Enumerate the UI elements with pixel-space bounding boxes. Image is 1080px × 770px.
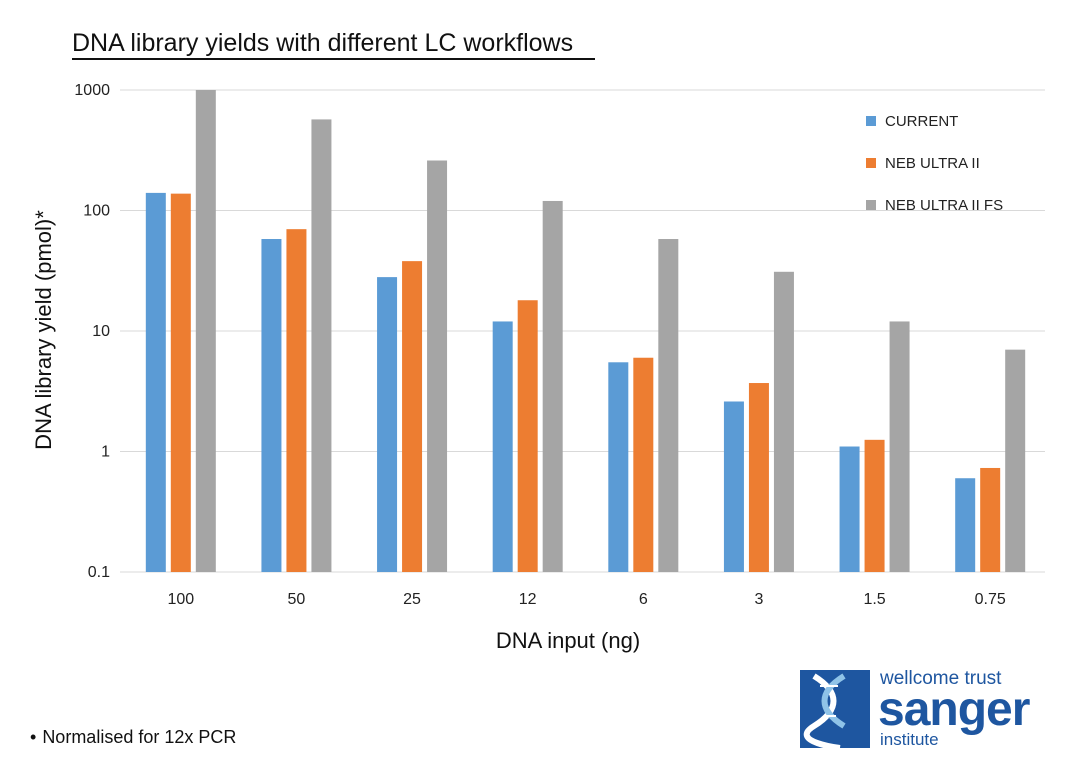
- legend-swatch: [866, 200, 876, 210]
- bar-neb-ultra-ii: [864, 439, 885, 572]
- bar-current: [145, 192, 166, 572]
- y-tick-label: 0.1: [88, 564, 110, 581]
- bar-neb-ultra-ii-fs: [889, 321, 910, 572]
- footnote: • Normalised for 12x PCR: [30, 727, 236, 748]
- y-tick-label: 1: [101, 444, 110, 461]
- x-tick-label: 6: [639, 591, 648, 608]
- footnote-bullet: •: [30, 727, 37, 747]
- legend-item-current: CURRENT: [866, 100, 1003, 142]
- bar-neb-ultra-ii-fs: [195, 90, 216, 572]
- dna-helix-logo-icon: [800, 670, 870, 751]
- legend-item-neb-ultra-ii: NEB ULTRA II: [866, 142, 1003, 184]
- bar-neb-ultra-ii: [980, 467, 1001, 572]
- legend-swatch: [866, 116, 876, 126]
- legend-label: CURRENT: [885, 112, 959, 130]
- bar-neb-ultra-ii-fs: [658, 239, 679, 572]
- bar-current: [723, 401, 744, 572]
- legend-swatch: [866, 158, 876, 168]
- x-tick-label: 3: [754, 591, 763, 608]
- bar-neb-ultra-ii: [170, 193, 191, 572]
- x-axis-label: DNA input (ng): [495, 628, 641, 653]
- chart-title: DNA library yields with different LC wor…: [72, 28, 596, 60]
- legend: CURRENT NEB ULTRA II NEB ULTRA II FS: [866, 100, 1003, 226]
- logo-text-sanger: sanger: [878, 683, 1030, 736]
- y-tick-label: 100: [83, 203, 110, 220]
- y-axis-label: DNA library yield (pmol)*: [31, 210, 56, 450]
- bar-current: [377, 277, 398, 572]
- bar-current: [955, 478, 976, 572]
- bar-neb-ultra-ii-fs: [542, 200, 563, 572]
- legend-label: NEB ULTRA II: [885, 154, 980, 172]
- y-tick-label: 10: [92, 323, 110, 340]
- x-tick-label: 1.5: [863, 591, 885, 608]
- x-tick-label: 12: [519, 591, 537, 608]
- bar-neb-ultra-ii: [286, 229, 307, 572]
- bar-neb-ultra-ii-fs: [427, 160, 448, 572]
- legend-item-neb-ultra-ii-fs: NEB ULTRA II FS: [866, 184, 1003, 226]
- bar-neb-ultra-ii-fs: [773, 271, 794, 572]
- legend-label: NEB ULTRA II FS: [885, 196, 1004, 214]
- footnote-text: Normalised for 12x PCR: [42, 727, 237, 747]
- bar-neb-ultra-ii: [633, 357, 654, 572]
- bar-current: [839, 446, 860, 572]
- bar-neb-ultra-ii: [748, 383, 769, 572]
- bar-current: [608, 362, 629, 572]
- logo-text-institute: institute: [880, 730, 939, 749]
- x-tick-label: 0.75: [975, 591, 1006, 608]
- bar-neb-ultra-ii: [517, 300, 538, 572]
- x-tick-label: 100: [167, 591, 194, 608]
- bar-current: [261, 239, 282, 572]
- x-tick-label: 25: [403, 591, 421, 608]
- bar-neb-ultra-ii-fs: [1005, 349, 1026, 572]
- y-tick-label: 1000: [74, 82, 110, 99]
- x-tick-label: 50: [288, 591, 306, 608]
- bar-neb-ultra-ii: [402, 261, 423, 572]
- bar-neb-ultra-ii-fs: [311, 119, 332, 572]
- bar-current: [492, 321, 513, 572]
- sanger-logo: wellcome trust sanger institute: [800, 668, 1056, 751]
- logo-text-wellcome-trust: wellcome trust: [880, 668, 1002, 689]
